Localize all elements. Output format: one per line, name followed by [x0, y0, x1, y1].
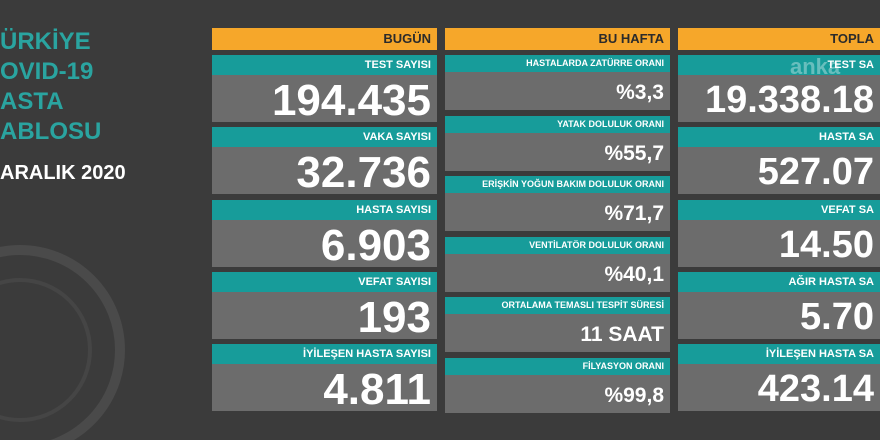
row-label: İYİLEŞEN HASTA SAYISI	[212, 344, 437, 365]
row-label: İYİLEŞEN HASTA SA	[678, 344, 880, 365]
row-value: 14.50	[678, 219, 880, 267]
row-label: ERİŞKİN YOĞUN BAKIM DOLULUK ORANI	[445, 176, 670, 194]
title-line: ÜRKİYE	[0, 28, 91, 55]
row-value: 4.811	[212, 364, 437, 414]
row-label: HASTALARDA ZATÜRRE ORANI	[445, 55, 670, 72]
watermark: anka	[790, 54, 841, 79]
row-label: FİLYASYON ORANI	[445, 358, 670, 375]
column-header: TOPLA	[678, 28, 880, 50]
row-label: HASTA SAYISI	[212, 199, 437, 220]
title-line: OVID-19	[0, 58, 94, 85]
row-label: HASTA SA	[678, 127, 880, 148]
row-value: %71,7	[445, 193, 670, 232]
row-label: VEFAT SA	[678, 199, 880, 220]
row-value: 32.736	[212, 147, 437, 197]
row-value: 193	[212, 291, 437, 342]
row-label: TEST SA	[678, 55, 880, 75]
title-line: ABLOSU	[0, 118, 102, 145]
date: ARALIK 2020	[0, 162, 126, 184]
row-label: TEST SAYISI	[212, 55, 437, 75]
row-value: %99,8	[445, 375, 670, 413]
emblem	[0, 245, 125, 440]
row-value: %40,1	[445, 253, 670, 292]
row-label: VENTİLATÖR DOLULUK ORANI	[445, 236, 670, 254]
row-value: 11 SAAT	[445, 314, 670, 353]
row-value: %3,3	[445, 72, 670, 110]
row-value: 5.70	[678, 291, 880, 339]
row-value: 19.338.18	[678, 75, 880, 122]
row-label: VEFAT SAYISI	[212, 271, 437, 292]
title-line: ASTA	[0, 88, 64, 115]
row-value: 423.14	[678, 364, 880, 412]
row-label: VAKA SAYISI	[212, 127, 437, 148]
row-value: 194.435	[212, 75, 437, 125]
row-label: ORTALAMA TEMASLI TESPİT SÜRESİ	[445, 297, 670, 315]
row-label: YATAK DOLULUK ORANI	[445, 115, 670, 133]
row-value: %55,7	[445, 132, 670, 171]
column-header: BUGÜN	[212, 28, 437, 50]
column-header: BU HAFTA	[445, 28, 670, 50]
row-value: 527.07	[678, 147, 880, 195]
row-value: 6.903	[212, 219, 437, 270]
row-label: AĞIR HASTA SA	[678, 271, 880, 292]
